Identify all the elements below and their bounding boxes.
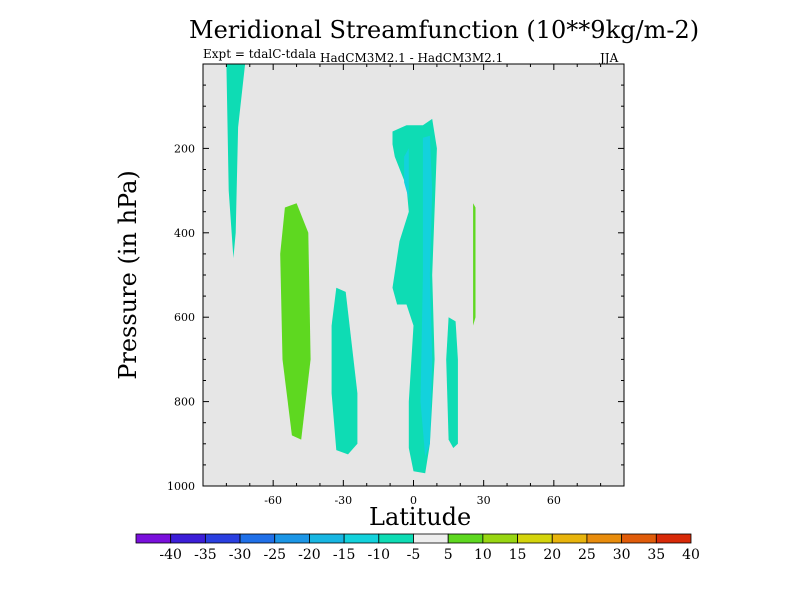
contour-region-8 bbox=[473, 203, 476, 326]
colorbar-swatch bbox=[309, 533, 345, 544]
axes: -60 -30 0 30 60 200 400 600 800 1000 bbox=[167, 63, 625, 507]
season-label: JJA bbox=[600, 51, 619, 65]
y-tick-label: 800 bbox=[174, 396, 195, 409]
colorbar-swatch bbox=[378, 533, 414, 544]
colorbar-level-label: 15 bbox=[509, 547, 527, 563]
x-axis-label: Latitude bbox=[369, 503, 472, 531]
colorbar-level-label: -20 bbox=[298, 547, 321, 563]
colorbar-swatch bbox=[413, 533, 449, 544]
contour-region-2 bbox=[280, 203, 311, 440]
colorbar-swatch bbox=[551, 533, 588, 544]
colorbar-swatch bbox=[135, 533, 172, 544]
colorbar-swatch bbox=[447, 533, 484, 544]
y-tick-label: 400 bbox=[174, 227, 195, 240]
x-tick-label: 0 bbox=[410, 494, 417, 507]
colorbar-level-label: 20 bbox=[543, 547, 561, 563]
model-comparison-label: HadCM3M2.1 - HadCM3M2.1 bbox=[320, 51, 504, 65]
colorbar-level-label: -15 bbox=[333, 547, 356, 563]
colorbar-level-label: -10 bbox=[368, 547, 391, 563]
colorbar-level-label: 35 bbox=[647, 547, 665, 563]
experiment-label: Expt = tdalC-tdala bbox=[203, 47, 317, 61]
contour-region-7 bbox=[446, 317, 458, 448]
y-tick-label: 1000 bbox=[167, 480, 195, 493]
contour-region-5 bbox=[420, 135, 433, 457]
colorbar-swatch bbox=[621, 533, 657, 544]
colorbar-level-label: -5 bbox=[407, 547, 421, 563]
x-tick-label: 60 bbox=[547, 494, 561, 507]
colorbar-level-label: -40 bbox=[159, 547, 182, 563]
colorbar-swatch bbox=[517, 533, 553, 544]
colorbar-swatch bbox=[170, 533, 206, 544]
colorbar-level-label: 40 bbox=[682, 547, 700, 563]
contour-region-6 bbox=[404, 148, 409, 199]
colorbar-swatch bbox=[343, 533, 380, 544]
colorbar-level-label: 30 bbox=[613, 547, 631, 563]
x-tick-label: -30 bbox=[334, 494, 352, 507]
colorbar-swatch bbox=[274, 533, 310, 544]
colorbar-swatch bbox=[586, 533, 623, 544]
colorbar-level-label: -25 bbox=[263, 547, 286, 563]
contour-region-1 bbox=[226, 64, 246, 259]
colorbar-swatch bbox=[482, 533, 518, 544]
contour-region-3 bbox=[331, 287, 358, 455]
colorbar-level-label: -30 bbox=[229, 547, 252, 563]
x-tick-label: -60 bbox=[264, 494, 282, 507]
colorbar: -40 -35 -30 -25 -20 -15 -10 -5 5 10 15 20 25 30 35 40 bbox=[135, 533, 700, 563]
colorbar-level-label: 5 bbox=[444, 547, 453, 563]
x-tick-label: 30 bbox=[477, 494, 491, 507]
colorbar-swatch bbox=[239, 533, 276, 544]
colorbar-level-label: 25 bbox=[578, 547, 596, 563]
y-tick-label: 200 bbox=[174, 142, 195, 155]
colorbar-swatch bbox=[204, 533, 241, 544]
colorbar-level-label: 10 bbox=[474, 547, 492, 563]
colorbar-level-label: -35 bbox=[194, 547, 217, 563]
y-tick-label: 600 bbox=[174, 311, 195, 324]
chart-title: Meridional Streamfunction (10**9kg/m-2) bbox=[189, 16, 700, 44]
contour-regions bbox=[226, 64, 476, 474]
colorbar-swatch bbox=[655, 533, 692, 544]
